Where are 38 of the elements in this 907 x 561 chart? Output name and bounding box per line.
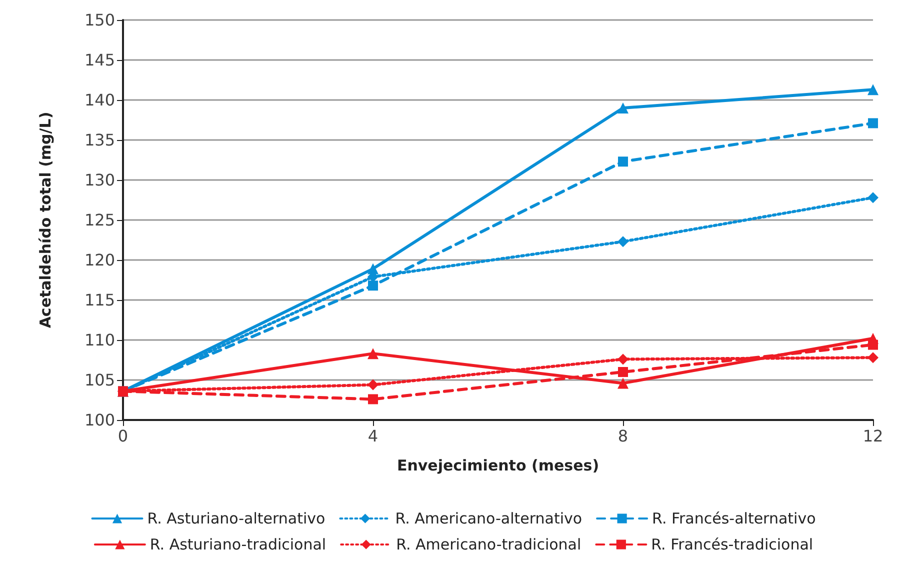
y-tick-label: 130 [84,170,115,190]
point [368,394,378,404]
point [618,378,628,389]
y-tick-label: 105 [84,370,115,390]
legend-label: R. Americano-alternativo [395,510,582,528]
legend-label: R. Asturiano-tradicional [150,536,326,554]
y-tick-label: 120 [84,250,115,270]
point [868,192,878,204]
x-tick-label: 0 [118,426,128,446]
point [618,156,628,167]
point [618,102,628,114]
y-tick-label: 150 [84,10,115,30]
point [868,352,878,364]
point [368,348,378,360]
y-tick-label: 100 [84,410,115,430]
point [368,379,378,390]
y-axis-title: Acetaldehído total (mg/L) [36,112,54,328]
x-axis-title: Envejecimiento (meses) [396,456,600,474]
legend-label: R. Francés-alternativo [652,510,816,528]
point [868,340,878,350]
y-tick-label: 125 [84,210,115,230]
x-tick-label: 8 [618,426,628,446]
y-tick-label: 135 [84,130,115,150]
x-tick-label: 4 [368,426,378,446]
x-tick-label: 12 [862,426,884,446]
legend-label: R. Francés-tradicional [651,536,814,554]
y-tick-label: 140 [84,90,115,110]
point [868,118,878,128]
y-tick-label: 115 [84,290,115,310]
y-tick-label: 110 [84,330,115,350]
point [618,236,628,248]
legend-label: R. Asturiano-alternativo [147,510,326,528]
point [868,84,878,96]
point [368,280,378,291]
point [618,354,628,365]
point [618,367,628,377]
y-tick-label: 145 [84,50,115,70]
legend-label: R. Americano-tradicional [396,536,582,554]
